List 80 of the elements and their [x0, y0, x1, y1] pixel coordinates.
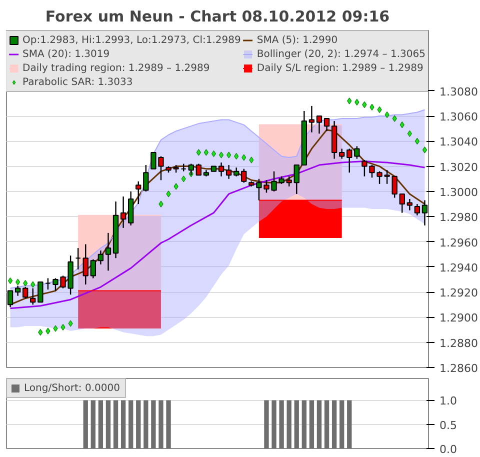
line-series: [10, 160, 426, 310]
candlestick: [30, 288, 36, 306]
point: [218, 152, 224, 158]
point: [400, 122, 404, 128]
candlestick: [286, 176, 292, 188]
point: [211, 150, 216, 158]
point: [249, 156, 254, 164]
y-tick-label: 1.0: [440, 394, 457, 408]
candlestick: [354, 146, 360, 160]
y-tick-label: 1.2920: [440, 286, 478, 300]
candlestick: [75, 247, 81, 270]
legend-label: Daily trading region: 1.2989 – 1.2989: [22, 62, 210, 74]
candlestick: [105, 232, 112, 272]
candlestick: [218, 162, 224, 177]
candlestick: [346, 148, 352, 174]
point: [30, 281, 36, 288]
y-tick-label: 0.0: [440, 443, 457, 456]
point: [204, 149, 208, 156]
point: [166, 190, 171, 198]
candlestick: [128, 190, 134, 226]
y-tick-label: 1.3000: [440, 186, 478, 199]
legend-label: Long/Short: 0.0000: [24, 382, 120, 394]
legend-label: Daily S/L region: 1.2989 – 1.2989: [256, 62, 424, 74]
y-tick-label: 1.3020: [440, 160, 478, 174]
point: [53, 325, 58, 332]
point: [347, 98, 352, 104]
candlestick: [38, 281, 44, 303]
point: [196, 149, 201, 156]
candlestick: [143, 164, 149, 192]
y-tick-label: 1.3060: [440, 110, 478, 124]
candlestick: [324, 118, 330, 132]
y-tick-label: 1.3040: [440, 136, 478, 149]
candlestick: [98, 250, 104, 265]
legend-label: SMA (20): 1.3019: [22, 48, 110, 60]
candlestick: [308, 105, 315, 133]
candlestick: [188, 163, 194, 176]
candlestick: [90, 258, 96, 279]
candlestick: [339, 148, 345, 160]
point: [68, 320, 73, 327]
candlestick: [226, 164, 232, 180]
candlestick: [136, 180, 142, 205]
point: [46, 328, 50, 334]
y-tick-label: 1.2900: [440, 312, 478, 325]
legend-label: SMA (5): 1.2990: [256, 34, 338, 46]
candlestick: [7, 290, 14, 308]
y-tick-label: 1.2940: [440, 261, 478, 274]
legend-label: Bollinger (20, 2): 1.2974 – 1.3065: [256, 48, 426, 60]
y-tick-label: 1.2860: [440, 362, 478, 375]
candlestick: [414, 203, 420, 216]
point: [242, 154, 246, 161]
point: [354, 98, 360, 106]
point: [16, 278, 20, 286]
y-tick-label: 0.5: [440, 418, 457, 432]
y-tick-label: 1.2960: [440, 236, 478, 250]
candlestick: [406, 198, 412, 211]
candlestick: [241, 168, 247, 184]
candlestick: [45, 278, 51, 290]
candlestick: [196, 163, 202, 176]
point: [181, 176, 186, 182]
candlestick: [120, 196, 126, 229]
y-tick-label: 1.3080: [440, 85, 478, 98]
candlestick: [399, 193, 405, 214]
legend-label: Op:1.2983, Hi:1.2993, Lo:1.2973, Cl:1.2989: [22, 34, 241, 46]
y-tick-label: 1.2880: [440, 336, 478, 350]
chart-title: Forex um Neun - Chart 08.10.2012 09:16: [45, 8, 390, 26]
point: [422, 146, 428, 154]
y-tick-label: 1.2980: [440, 211, 478, 224]
point: [8, 277, 13, 284]
legend-label: Parabolic SAR: 1.3033: [22, 76, 133, 88]
candlestick: [316, 115, 322, 134]
point: [174, 183, 178, 190]
candlestick: [392, 176, 398, 198]
candlestick: [294, 164, 300, 195]
candlestick: [82, 244, 88, 286]
point: [158, 200, 164, 208]
point: [414, 138, 420, 144]
point: [407, 130, 412, 137]
point: [362, 101, 367, 108]
point: [392, 115, 397, 122]
point: [226, 152, 232, 158]
